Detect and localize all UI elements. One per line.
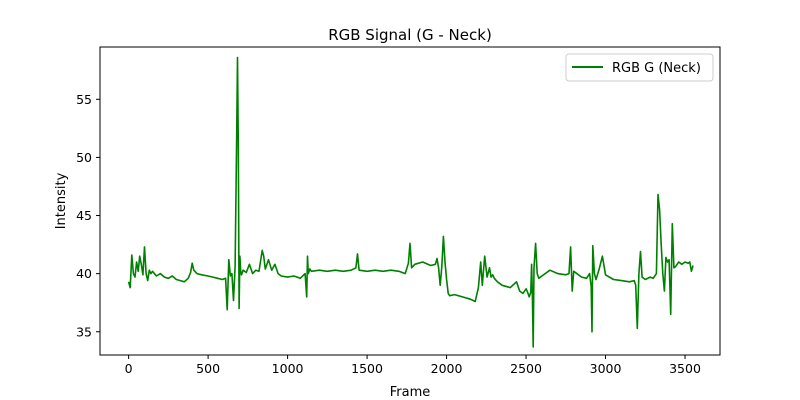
series-line-rgb-g-neck [127,56,694,348]
x-tick-label: 3500 [669,361,701,376]
x-tick-label: 3000 [590,361,622,376]
y-axis-label: Intensity [54,172,69,229]
y-axis: 35 40 45 50 55 [76,92,100,339]
y-tick-label: 35 [76,324,92,339]
legend-label-rgb-g-neck: RGB G (Neck) [612,61,701,76]
x-tick-label: 2000 [431,361,463,376]
x-tick-label: 1500 [351,361,383,376]
chart-title: RGB Signal (G - Neck) [328,26,492,44]
y-tick-label: 40 [76,266,92,281]
legend: RGB G (Neck) [565,53,714,82]
axes-frame [99,46,721,356]
x-tick-label: 500 [196,361,220,376]
legend-box [565,53,714,82]
y-tick-label: 55 [76,92,92,107]
x-tick-label: 1000 [272,361,304,376]
x-tick-label: 0 [125,361,133,376]
y-tick-label: 45 [76,208,92,223]
x-axis-label: Frame [390,385,431,400]
x-tick-label: 2500 [510,361,542,376]
plot-area [127,56,694,348]
y-tick-label: 50 [76,150,92,165]
x-axis: 0 500 1000 1500 2000 2500 3000 3500 [125,355,701,376]
